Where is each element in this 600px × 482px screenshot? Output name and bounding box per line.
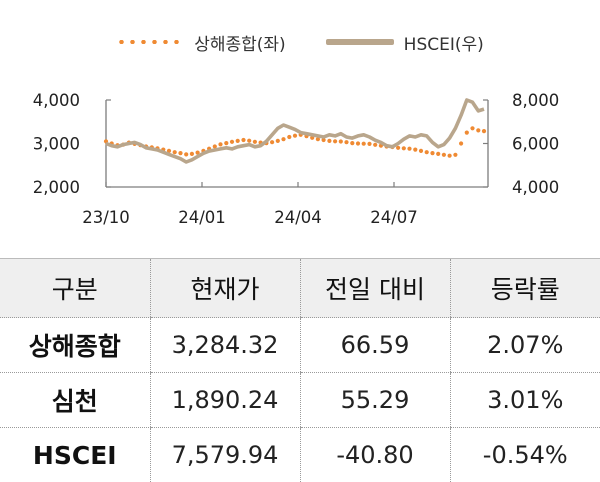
row-rate: -0.54% <box>450 428 600 482</box>
shanghai-point <box>333 139 337 143</box>
y-left-tick-label: 3,000 <box>33 135 80 154</box>
shanghai-point <box>373 143 377 147</box>
row-rate: 3.01% <box>450 373 600 428</box>
y-left-tick-label: 2,000 <box>33 178 80 197</box>
row-price: 7,579.94 <box>150 428 300 482</box>
x-tick-label: 23/10 <box>82 208 130 227</box>
row-change: 55.29 <box>300 373 450 428</box>
table-row: HSCEI 7,579.94 -40.80 -0.54% <box>0 428 600 482</box>
shanghai-point <box>350 141 354 145</box>
shanghai-point <box>241 138 245 142</box>
shanghai-point <box>327 139 331 143</box>
shanghai-point <box>230 140 234 144</box>
shanghai-point <box>344 140 348 144</box>
y-right-tick-label: 8,000 <box>512 91 559 110</box>
shanghai-point <box>367 142 371 146</box>
quote-table: 구분 현재가 전일 대비 등락률 상해종합 3,284.32 66.59 2.0… <box>0 258 600 482</box>
shanghai-point <box>236 139 240 143</box>
shanghai-point <box>425 150 429 154</box>
shanghai-point <box>247 139 251 143</box>
shanghai-point <box>470 126 474 130</box>
shanghai-point <box>413 148 417 152</box>
shanghai-point <box>190 152 194 156</box>
line-chart: 2,000 3,000 4,000 4,000 6,000 8,000 23/10 24/01… <box>0 0 600 255</box>
shanghai-point <box>482 129 486 133</box>
y-right-tick-label: 4,000 <box>512 178 559 197</box>
header-rate: 등락률 <box>450 259 600 318</box>
row-price: 3,284.32 <box>150 318 300 373</box>
shanghai-point <box>465 131 469 135</box>
shanghai-point <box>459 141 463 145</box>
row-change: -40.80 <box>300 428 450 482</box>
table-row: 상해종합 3,284.32 66.59 2.07% <box>0 318 600 373</box>
x-tick-label: 24/01 <box>178 208 226 227</box>
shanghai-point <box>173 150 177 154</box>
shanghai-point <box>448 154 452 158</box>
shanghai-point <box>276 139 280 143</box>
shanghai-point <box>419 149 423 153</box>
shanghai-point <box>476 128 480 132</box>
shanghai-point <box>293 134 297 138</box>
y-right-tick-label: 6,000 <box>512 135 559 154</box>
shanghai-point <box>453 153 457 157</box>
row-name: 상해종합 <box>0 318 150 373</box>
shanghai-point <box>253 140 257 144</box>
shanghai-point <box>339 139 343 143</box>
shanghai-point <box>224 141 228 145</box>
x-tick-label: 24/07 <box>370 208 418 227</box>
header-change: 전일 대비 <box>300 259 450 318</box>
header-category: 구분 <box>0 259 150 318</box>
shanghai-point <box>430 151 434 155</box>
y-left-tick-label: 4,000 <box>33 91 80 110</box>
shanghai-point <box>402 146 406 150</box>
row-price: 1,890.24 <box>150 373 300 428</box>
row-name: HSCEI <box>0 428 150 482</box>
table-row: 심천 1,890.24 55.29 3.01% <box>0 373 600 428</box>
shanghai-point <box>442 153 446 157</box>
shanghai-point <box>287 135 291 139</box>
shanghai-point <box>407 147 411 151</box>
shanghai-point <box>362 142 366 146</box>
row-change: 66.59 <box>300 318 450 373</box>
row-name: 심천 <box>0 373 150 428</box>
shanghai-point <box>436 152 440 156</box>
row-rate: 2.07% <box>450 318 600 373</box>
shanghai-point <box>218 142 222 146</box>
shanghai-point <box>281 137 285 141</box>
shanghai-point <box>184 152 188 156</box>
header-price: 현재가 <box>150 259 300 318</box>
table-header-row: 구분 현재가 전일 대비 등락률 <box>0 259 600 318</box>
shanghai-point <box>270 140 274 144</box>
x-tick-label: 24/04 <box>274 208 322 227</box>
shanghai-point <box>356 141 360 145</box>
shanghai-point <box>178 151 182 155</box>
